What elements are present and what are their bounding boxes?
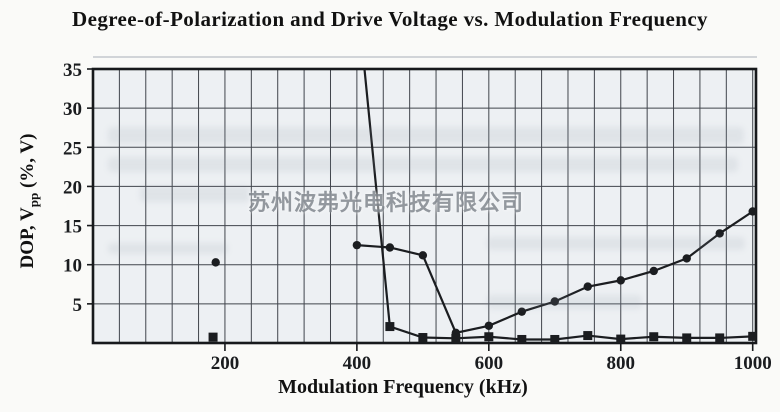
data-point-circle [748, 207, 756, 216]
data-point-circle [583, 282, 592, 291]
data-point-square [208, 332, 218, 342]
y-tick-label: 15 [63, 217, 82, 238]
y-axis-label-prefix: DOP, V [17, 207, 38, 269]
x-tick-label: 200 [211, 353, 240, 374]
data-point-square [451, 333, 461, 343]
y-tick-label: 35 [63, 60, 82, 81]
data-point-circle [385, 243, 395, 252]
data-point-square [418, 333, 428, 343]
data-point-square [649, 332, 659, 342]
data-point-square [748, 331, 756, 341]
data-point-circle [550, 297, 559, 306]
y-axis-label: DOP, Vpp (%, V) [17, 91, 43, 311]
y-axis-label-subscript: pp [25, 192, 41, 208]
x-tick-label: 400 [343, 353, 372, 374]
y-tick-label: 5 [73, 295, 83, 316]
data-point-square [583, 331, 593, 341]
y-axis-label-suffix: (%, V) [17, 133, 38, 193]
data-point-square [682, 333, 692, 343]
data-point-square [484, 332, 494, 342]
data-point-square [358, 41, 367, 50]
data-point-circle [352, 240, 362, 250]
y-tick-label: 25 [63, 138, 82, 159]
data-point-square [715, 333, 725, 343]
data-point-circle [484, 321, 494, 330]
x-axis-label: Modulation Frequency (kHz) [278, 376, 528, 398]
y-tick-label: 30 [63, 99, 82, 120]
data-point-square [517, 334, 527, 343]
plot-background [93, 69, 756, 343]
data-point-circle [715, 229, 724, 238]
data-point-square [385, 322, 395, 332]
y-tick-label: 20 [63, 177, 82, 198]
x-tick-label: 1000 [734, 353, 772, 374]
data-point-circle [211, 258, 220, 267]
x-tick-label: 600 [475, 353, 504, 374]
data-point-circle [682, 254, 691, 263]
data-point-square [550, 334, 560, 343]
data-point-circle [517, 307, 527, 316]
chart-title: Degree-of-Polarization and Drive Voltage… [72, 7, 708, 31]
data-point-square [616, 334, 626, 343]
y-tick-label: 10 [63, 256, 82, 277]
plot-border [91, 67, 758, 345]
data-point-circle [616, 276, 625, 285]
data-point-circle [418, 251, 428, 260]
data-point-circle [649, 266, 658, 276]
x-tick-label: 800 [607, 353, 636, 374]
